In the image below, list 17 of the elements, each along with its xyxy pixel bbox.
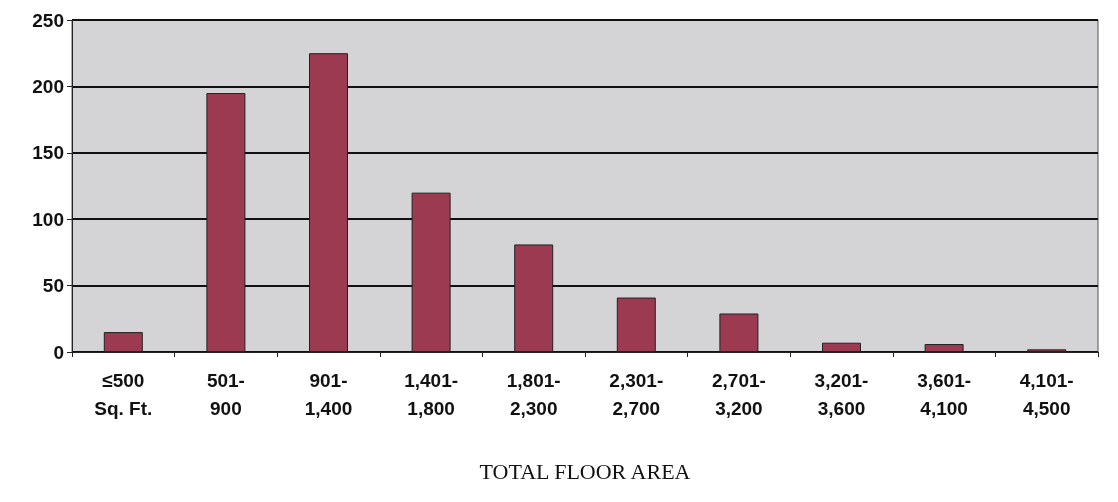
x-tick-label: 901- 1,400 <box>304 369 353 419</box>
y-tick-label: 200 <box>32 75 64 97</box>
x-axis-title: TOTAL FLOOR AREA <box>479 458 691 484</box>
y-tick-label: 0 <box>53 341 64 363</box>
x-tick-label: 1,401- 1,800 <box>404 369 459 419</box>
x-tick-label: 2,701- 3,200 <box>711 369 766 419</box>
x-tick-label: ≤500 Sq. Ft. <box>94 369 153 419</box>
x-tick-label: 3,201- 3,600 <box>814 369 869 419</box>
x-tick-label: 3,601- 4,100 <box>917 369 972 419</box>
x-tick-label: 1,801- 2,300 <box>506 369 561 419</box>
x-tick-label: 4,101- 4,500 <box>1019 369 1074 419</box>
y-tick-label: 50 <box>42 275 64 297</box>
x-tick-label: 501- 900 <box>206 369 245 419</box>
x-tick-label: 2,301- 2,700 <box>609 369 664 419</box>
y-tick-label: 150 <box>32 142 64 164</box>
y-tick-label: 100 <box>32 208 64 230</box>
y-tick-label: 250 <box>32 9 64 31</box>
